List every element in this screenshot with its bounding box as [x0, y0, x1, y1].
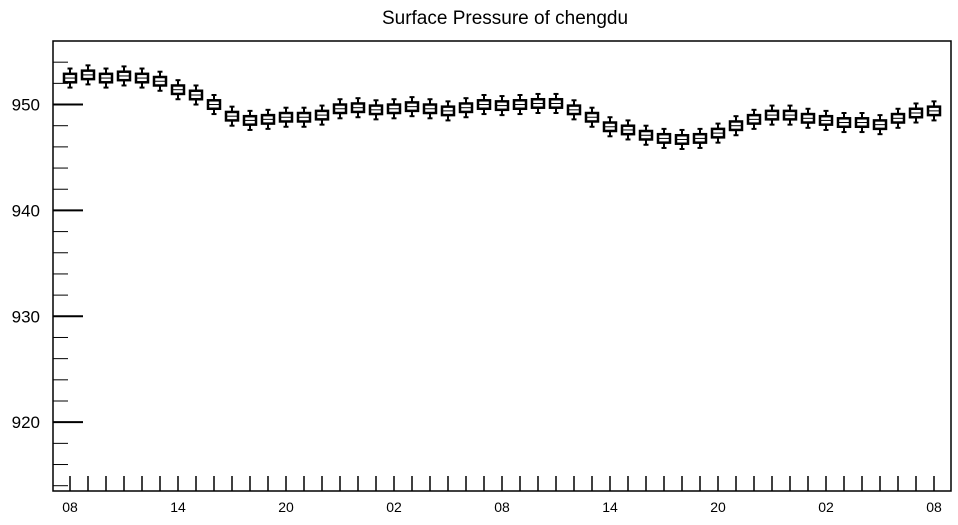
x-tick-label: 20	[278, 499, 294, 515]
x-tick-label: 08	[494, 499, 510, 515]
y-tick-label: 920	[12, 413, 40, 432]
x-tick-label: 08	[62, 499, 78, 515]
x-tick-label: 02	[818, 499, 834, 515]
x-tick-label: 14	[170, 499, 186, 515]
x-tick-label: 14	[602, 499, 618, 515]
y-tick-label: 940	[12, 201, 40, 220]
y-tick-label: 930	[12, 307, 40, 326]
y-tick-label: 950	[12, 96, 40, 115]
x-tick-label: 02	[386, 499, 402, 515]
x-tick-label: 08	[926, 499, 942, 515]
plot-area: 920 930 940 950 08 14 20 02 08 14 20 02 08	[12, 40, 952, 515]
x-tick-label: 20	[710, 499, 726, 515]
chart-title: Surface Pressure of chengdu	[382, 8, 628, 29]
